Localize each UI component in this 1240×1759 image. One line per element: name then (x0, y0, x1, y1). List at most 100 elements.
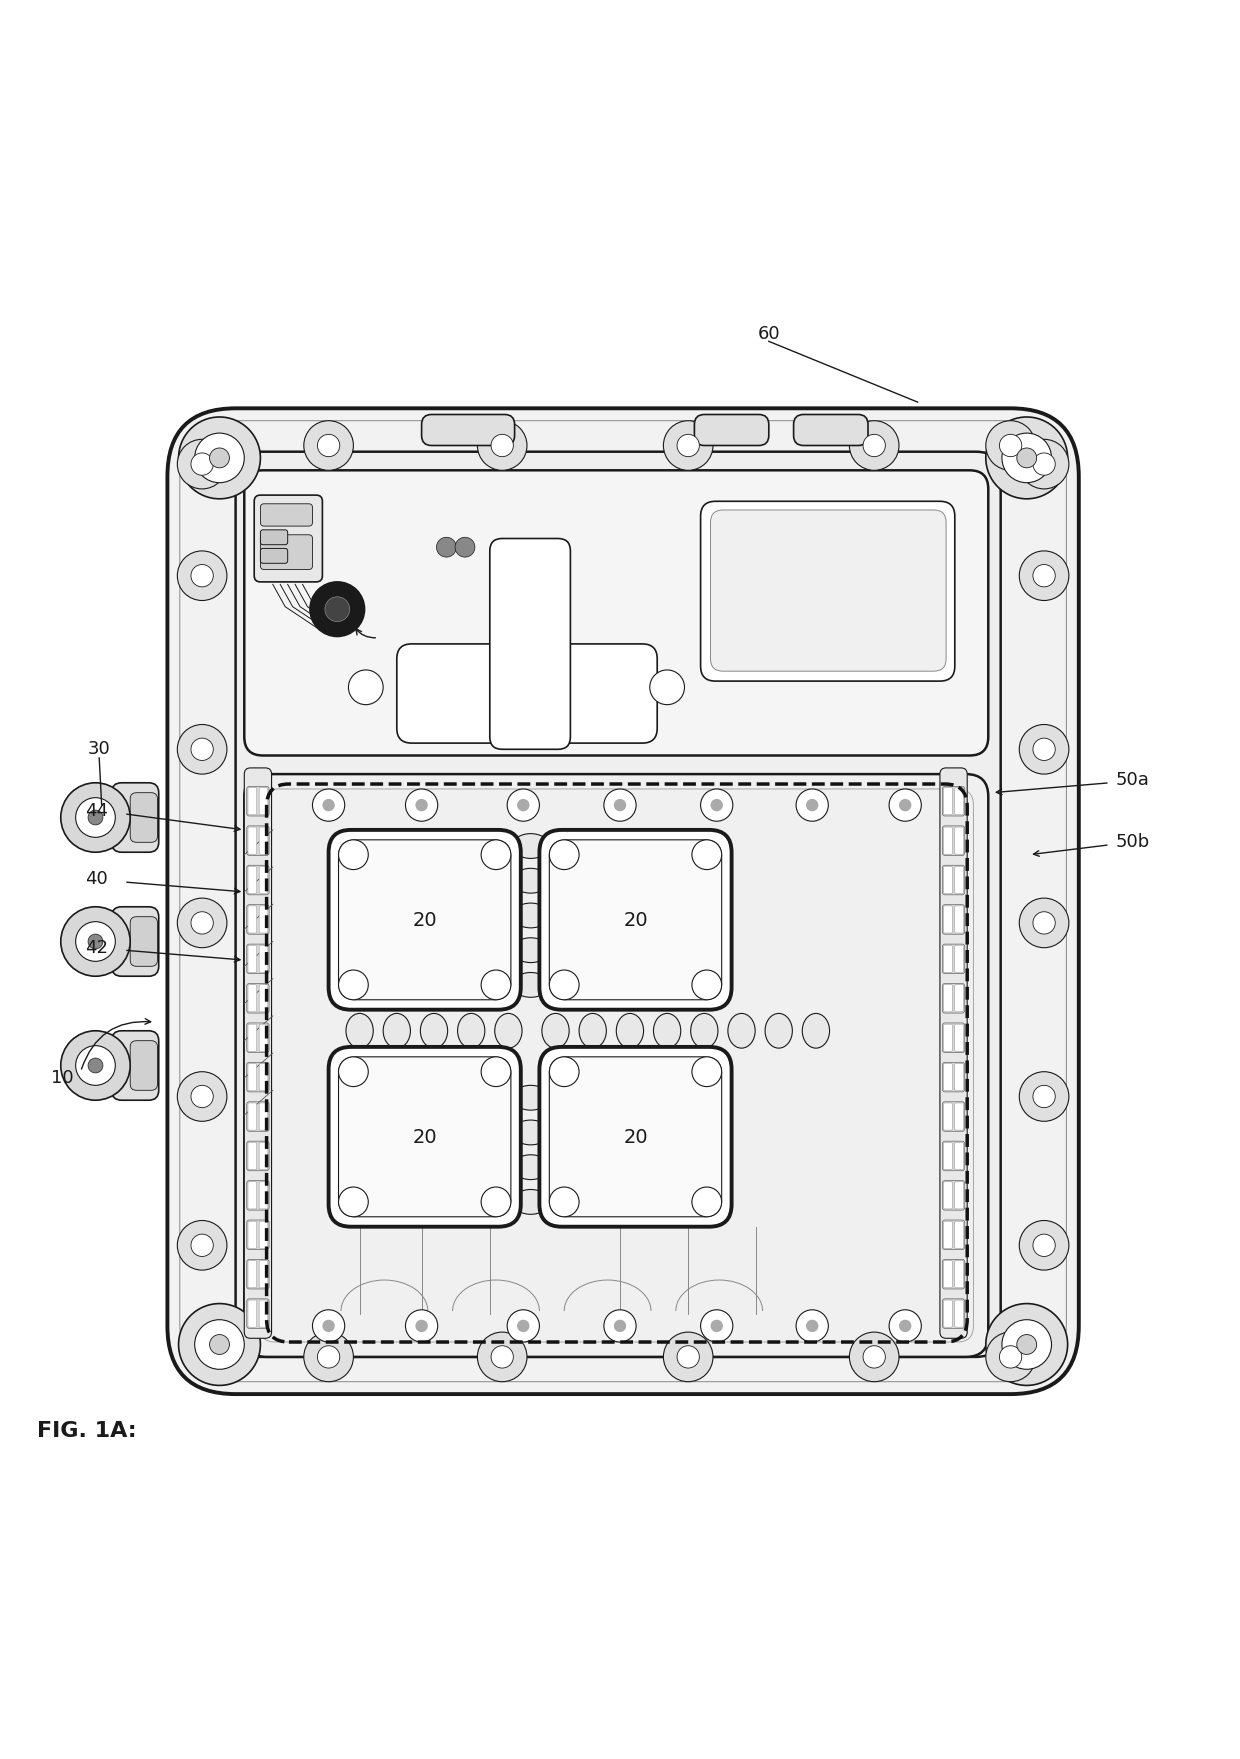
Circle shape (1019, 440, 1069, 489)
FancyBboxPatch shape (944, 1064, 952, 1091)
FancyBboxPatch shape (944, 945, 952, 973)
Circle shape (1019, 725, 1069, 774)
Circle shape (999, 1346, 1022, 1369)
Circle shape (191, 911, 213, 934)
FancyBboxPatch shape (329, 1047, 521, 1226)
Circle shape (348, 670, 383, 705)
FancyBboxPatch shape (247, 1180, 269, 1210)
FancyBboxPatch shape (260, 529, 288, 545)
Circle shape (663, 1332, 713, 1383)
Ellipse shape (346, 1013, 373, 1048)
FancyBboxPatch shape (944, 1182, 952, 1208)
Circle shape (692, 1057, 722, 1087)
Text: 20: 20 (413, 1128, 438, 1147)
FancyBboxPatch shape (247, 945, 269, 974)
Circle shape (507, 1310, 539, 1342)
FancyBboxPatch shape (942, 1180, 965, 1210)
FancyBboxPatch shape (259, 1064, 268, 1091)
Circle shape (701, 1310, 733, 1342)
FancyBboxPatch shape (955, 1221, 963, 1249)
Circle shape (986, 420, 1035, 470)
Circle shape (481, 1057, 511, 1087)
FancyBboxPatch shape (701, 501, 955, 681)
FancyBboxPatch shape (247, 1062, 269, 1092)
Circle shape (88, 934, 103, 948)
FancyBboxPatch shape (259, 985, 268, 1011)
FancyBboxPatch shape (942, 1298, 965, 1328)
Circle shape (491, 434, 513, 457)
Ellipse shape (420, 1013, 448, 1048)
Ellipse shape (458, 1013, 485, 1048)
Ellipse shape (616, 1013, 644, 1048)
FancyBboxPatch shape (260, 503, 312, 526)
FancyBboxPatch shape (259, 788, 268, 814)
Circle shape (806, 799, 818, 811)
FancyBboxPatch shape (944, 985, 952, 1011)
Circle shape (312, 790, 345, 821)
FancyBboxPatch shape (244, 470, 988, 756)
Text: 60: 60 (758, 325, 780, 343)
FancyBboxPatch shape (259, 1103, 268, 1129)
FancyBboxPatch shape (248, 827, 257, 855)
FancyBboxPatch shape (130, 1041, 157, 1091)
Circle shape (604, 1310, 636, 1342)
FancyBboxPatch shape (942, 825, 965, 855)
FancyBboxPatch shape (955, 1300, 963, 1326)
FancyBboxPatch shape (130, 916, 157, 966)
Text: 20: 20 (413, 911, 438, 931)
Circle shape (339, 839, 368, 869)
Circle shape (1033, 565, 1055, 588)
Circle shape (549, 1187, 579, 1217)
FancyBboxPatch shape (248, 1261, 257, 1288)
Circle shape (415, 1319, 428, 1332)
Circle shape (405, 1310, 438, 1342)
FancyBboxPatch shape (244, 769, 272, 1339)
FancyBboxPatch shape (247, 1142, 269, 1171)
Ellipse shape (495, 1013, 522, 1048)
FancyBboxPatch shape (112, 783, 159, 851)
Ellipse shape (802, 1013, 830, 1048)
FancyBboxPatch shape (549, 1057, 722, 1217)
Circle shape (179, 1303, 260, 1386)
Circle shape (863, 434, 885, 457)
Circle shape (88, 1059, 103, 1073)
Circle shape (1033, 739, 1055, 760)
Ellipse shape (653, 1013, 681, 1048)
FancyBboxPatch shape (944, 1103, 952, 1129)
Circle shape (986, 1332, 1035, 1383)
FancyBboxPatch shape (549, 839, 722, 999)
Circle shape (614, 799, 626, 811)
FancyBboxPatch shape (247, 786, 269, 816)
FancyBboxPatch shape (248, 1064, 257, 1091)
Circle shape (317, 434, 340, 457)
Circle shape (177, 899, 227, 948)
Circle shape (1033, 1235, 1055, 1256)
FancyBboxPatch shape (259, 827, 268, 855)
FancyBboxPatch shape (711, 510, 946, 672)
Circle shape (863, 1346, 885, 1369)
Circle shape (191, 739, 213, 760)
FancyBboxPatch shape (248, 985, 257, 1011)
Circle shape (549, 839, 579, 869)
Circle shape (986, 417, 1068, 500)
Ellipse shape (512, 938, 549, 962)
Circle shape (325, 596, 350, 621)
FancyBboxPatch shape (259, 1142, 268, 1170)
Circle shape (195, 433, 244, 482)
FancyBboxPatch shape (955, 1103, 963, 1129)
FancyBboxPatch shape (247, 1259, 269, 1289)
FancyBboxPatch shape (940, 769, 967, 1339)
Circle shape (889, 790, 921, 821)
Circle shape (481, 839, 511, 869)
FancyBboxPatch shape (942, 945, 965, 974)
FancyBboxPatch shape (955, 906, 963, 932)
Circle shape (481, 969, 511, 999)
FancyBboxPatch shape (248, 788, 257, 814)
FancyBboxPatch shape (260, 549, 288, 563)
FancyBboxPatch shape (259, 1024, 268, 1052)
Circle shape (312, 1310, 345, 1342)
FancyBboxPatch shape (244, 774, 988, 1356)
Circle shape (889, 1310, 921, 1342)
FancyBboxPatch shape (236, 452, 1001, 1356)
Circle shape (806, 1319, 818, 1332)
